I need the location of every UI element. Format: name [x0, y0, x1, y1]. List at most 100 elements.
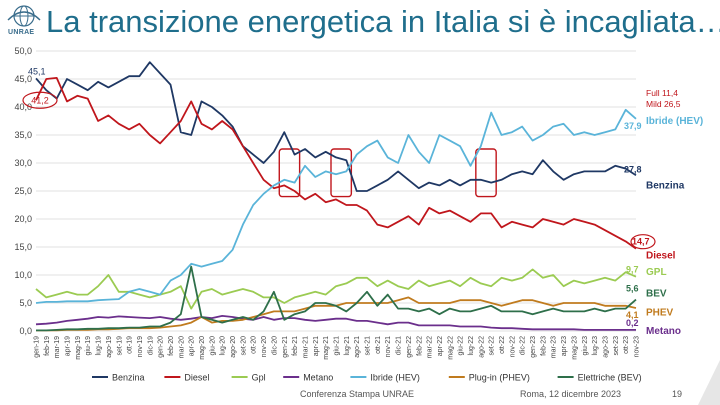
x-tick-label: mag-21 — [323, 336, 330, 360]
series-labels: Benzina Diesel GPL Metano Ibride (HEV) PHEV BE… — [646, 116, 703, 337]
x-tick-label: mar-23 — [551, 336, 558, 358]
note-full: Full 11,4 — [646, 88, 678, 98]
series-line-plug-in-phev — [36, 296, 637, 332]
x-tick-label: apr-19 — [65, 336, 72, 356]
x-tick-label: set-23 — [613, 336, 620, 356]
legend-label-metano: Metano — [303, 373, 333, 383]
x-tick-label: gen-22 — [406, 336, 413, 358]
legend: Benzina Diesel Gpl Metano Ibride (HEV) Plug-i… — [92, 373, 642, 383]
page-number: 19 — [672, 389, 683, 399]
x-tick-label: nov-20 — [261, 336, 268, 358]
series-lines — [35, 61, 637, 332]
legend-label-plug-in-phev: Plug-in (PHEV) — [469, 373, 530, 383]
highlight-box — [475, 148, 497, 198]
end-value-benzina: 27,8 — [624, 164, 642, 174]
x-tick-label: ago-21 — [354, 336, 361, 358]
unrae-logo — [6, 4, 42, 38]
x-tick-label: feb-19 — [44, 336, 51, 356]
x-tick-label: giu-22 — [458, 336, 465, 356]
x-axis-ticks: gen-19 feb-19 mar-19 apr-19 mag-19 giu-19 lug-… — [34, 336, 641, 360]
x-tick-label: ott-20 — [251, 336, 258, 354]
x-tick-label: mar-21 — [302, 336, 309, 358]
x-tick-label: ago-22 — [478, 336, 485, 358]
series-label-ibride-hev: Ibride (HEV) — [646, 116, 703, 127]
x-tick-label: giu-21 — [334, 336, 341, 356]
x-tick-label: ott-19 — [127, 336, 134, 354]
y-tick-label: 30,0 — [14, 158, 32, 168]
x-tick-label: dic-22 — [520, 336, 527, 355]
series-label-benzina: Benzina — [646, 180, 685, 191]
x-tick-label: gen-20 — [158, 336, 165, 358]
highlight-box — [278, 148, 301, 198]
x-tick-label: set-22 — [489, 336, 496, 356]
x-tick-label: nov-22 — [509, 336, 516, 358]
x-tick-label: mag-19 — [75, 336, 82, 360]
x-tick-label: gen-19 — [34, 336, 41, 358]
series-label-diesel: Diesel — [646, 250, 676, 261]
x-tick-label: ago-23 — [602, 336, 609, 358]
end-value-elettriche-bev: 5,6 — [626, 284, 639, 294]
x-tick-label: mar-19 — [54, 336, 61, 358]
y-tick-label: 50,0 — [14, 46, 32, 56]
x-tick-label: set-19 — [116, 336, 123, 356]
unrae-logo-icon — [7, 5, 41, 27]
series-label-plug-in-phev: PHEV — [646, 308, 674, 319]
x-tick-label: ago-19 — [106, 336, 113, 358]
y-tick-label: 45,0 — [14, 74, 32, 84]
footer-event: Conferenza Stampa UNRAE — [300, 389, 415, 399]
footer-date: Roma, 12 dicembre 2023 — [520, 389, 622, 399]
x-tick-label: ott-21 — [375, 336, 382, 354]
note-mild: Mild 26,5 — [646, 99, 681, 109]
x-tick-label: gen-21 — [282, 336, 289, 358]
x-tick-label: giu-20 — [209, 336, 216, 356]
x-tick-label: lug-20 — [220, 336, 227, 356]
x-tick-label: feb-23 — [540, 336, 547, 356]
y-tick-label: 35,0 — [14, 130, 32, 140]
corner-decoration — [698, 360, 720, 405]
x-tick-label: feb-22 — [416, 336, 423, 356]
chart-grid — [36, 50, 636, 332]
series-label-gpl: GPL — [646, 267, 667, 278]
x-tick-label: nov-19 — [137, 336, 144, 358]
x-tick-label: feb-21 — [292, 336, 299, 356]
y-tick-label: 15,0 — [14, 242, 32, 252]
series-label-metano: Metano — [646, 326, 681, 337]
x-tick-label: mar-20 — [178, 336, 185, 358]
x-tick-label: mag-20 — [199, 336, 206, 360]
y-axis-ticks: 0,0 5,0 10,0 15,0 20,0 25,0 30,0 35,0 40,0 45,0 50… — [14, 46, 32, 336]
series-line-diesel — [35, 77, 637, 250]
series-line-metano — [35, 314, 636, 331]
x-tick-label: apr-23 — [561, 336, 568, 356]
x-tick-label: apr-20 — [189, 336, 196, 356]
x-tick-label: ott-22 — [499, 336, 506, 354]
end-value-ibride-hev: 37,9 — [624, 121, 642, 131]
x-tick-label: apr-22 — [437, 336, 444, 356]
page-title: La transizione energetica in Italia si è… — [46, 4, 720, 39]
series-line-gpl — [35, 268, 637, 310]
x-tick-label: lug-22 — [468, 336, 475, 356]
x-tick-label: set-21 — [365, 336, 372, 356]
start-label-benzina: 45,1 — [28, 66, 46, 76]
legend-label-diesel: Diesel — [184, 373, 209, 383]
x-tick-label: dic-21 — [396, 336, 403, 355]
x-tick-label: ott-23 — [623, 336, 630, 354]
end-circle-diesel — [630, 234, 656, 250]
end-value-metano: 0,2 — [626, 318, 639, 328]
x-tick-label: lug-21 — [344, 336, 351, 356]
legend-label-ibride-hev: Ibride (HEV) — [370, 373, 420, 383]
y-tick-label: 40,0 — [14, 102, 32, 112]
end-value-plug-in-phev: 4,1 — [626, 310, 639, 320]
series-line-elettriche-bev — [36, 265, 637, 332]
x-tick-label: mag-22 — [447, 336, 454, 360]
start-circle-diesel — [22, 91, 58, 109]
x-tick-label: nov-23 — [634, 336, 641, 358]
y-tick-label: 0,0 — [19, 326, 32, 336]
legend-label-elettriche-bev: Elettriche (BEV) — [578, 373, 642, 383]
x-tick-label: giu-23 — [582, 336, 589, 356]
end-labels: 45,1 41,2 27,8 14,7 9,7 0,2 37,9 4,1 5,6 — [22, 66, 656, 328]
logo-text: UNRAE — [8, 29, 35, 36]
y-tick-label: 20,0 — [14, 214, 32, 224]
x-tick-label: ago-20 — [230, 336, 237, 358]
series-line-benzina — [35, 61, 637, 192]
y-tick-label: 25,0 — [14, 186, 32, 196]
